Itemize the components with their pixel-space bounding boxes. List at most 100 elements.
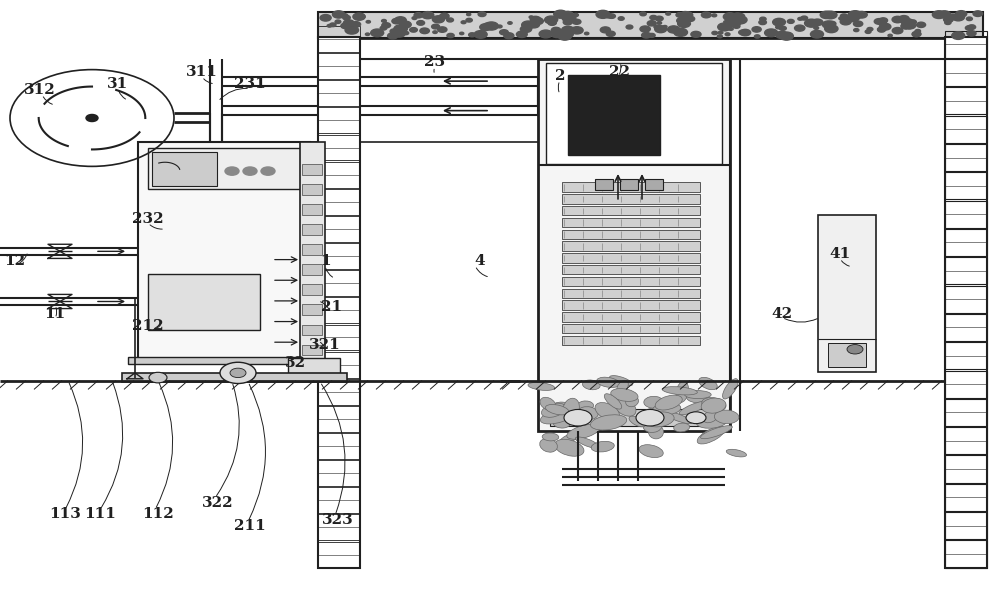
Ellipse shape	[595, 402, 619, 420]
Bar	[562, 218, 700, 227]
Bar	[318, 270, 360, 296]
Circle shape	[400, 21, 411, 28]
Bar	[945, 314, 987, 341]
Circle shape	[759, 20, 766, 25]
Bar	[302, 184, 322, 195]
Ellipse shape	[590, 415, 627, 430]
Bar	[562, 241, 700, 251]
Circle shape	[640, 26, 650, 32]
Circle shape	[554, 10, 567, 18]
Circle shape	[973, 11, 983, 17]
Ellipse shape	[559, 432, 580, 444]
Bar	[828, 343, 866, 367]
Circle shape	[220, 362, 256, 384]
Ellipse shape	[540, 438, 557, 452]
Circle shape	[892, 28, 903, 34]
Bar	[945, 540, 987, 568]
Bar	[318, 189, 360, 215]
Bar	[562, 206, 700, 215]
Ellipse shape	[701, 398, 726, 413]
Circle shape	[596, 10, 610, 18]
Circle shape	[327, 24, 332, 27]
Bar	[318, 379, 360, 405]
Circle shape	[940, 12, 950, 18]
Ellipse shape	[685, 391, 711, 399]
Bar	[562, 182, 700, 192]
Circle shape	[330, 23, 336, 27]
Bar	[318, 216, 360, 242]
Circle shape	[668, 26, 680, 33]
Text: 111: 111	[84, 507, 116, 522]
Circle shape	[938, 11, 951, 18]
Circle shape	[674, 28, 687, 37]
Circle shape	[553, 18, 558, 21]
Ellipse shape	[726, 450, 747, 457]
Bar	[818, 215, 876, 372]
Bar	[568, 75, 660, 155]
Ellipse shape	[545, 405, 569, 415]
Circle shape	[952, 14, 964, 21]
Circle shape	[469, 33, 476, 37]
Circle shape	[828, 21, 836, 26]
Circle shape	[640, 12, 646, 16]
Circle shape	[608, 14, 615, 18]
Circle shape	[731, 18, 739, 23]
Text: 322: 322	[202, 496, 234, 510]
Circle shape	[504, 33, 514, 39]
Bar	[318, 324, 360, 350]
Circle shape	[417, 21, 425, 25]
Bar	[538, 59, 730, 431]
Ellipse shape	[574, 427, 590, 437]
Circle shape	[478, 12, 486, 17]
Circle shape	[366, 21, 370, 23]
Circle shape	[484, 23, 491, 27]
Circle shape	[520, 26, 532, 32]
Circle shape	[765, 29, 778, 37]
Circle shape	[440, 13, 449, 19]
Circle shape	[725, 33, 730, 35]
Bar	[138, 142, 310, 361]
Circle shape	[403, 31, 409, 35]
Circle shape	[650, 15, 657, 19]
Bar	[562, 265, 700, 274]
Circle shape	[395, 31, 405, 37]
Circle shape	[461, 21, 466, 24]
Ellipse shape	[604, 394, 622, 409]
Circle shape	[432, 24, 440, 29]
Text: 113: 113	[49, 507, 81, 522]
Bar	[562, 324, 700, 333]
Bar	[595, 179, 613, 190]
Circle shape	[798, 18, 803, 20]
Circle shape	[754, 35, 760, 38]
Bar	[318, 297, 360, 323]
Circle shape	[867, 28, 873, 31]
Ellipse shape	[563, 398, 579, 418]
Bar	[203, 151, 219, 165]
Circle shape	[840, 18, 851, 25]
Circle shape	[606, 31, 615, 37]
Circle shape	[563, 19, 572, 25]
Circle shape	[677, 18, 687, 24]
Circle shape	[600, 27, 610, 33]
Circle shape	[736, 14, 745, 19]
Circle shape	[892, 17, 903, 23]
Circle shape	[739, 30, 746, 35]
Circle shape	[474, 31, 487, 38]
Bar	[945, 286, 987, 313]
Circle shape	[460, 32, 464, 35]
Circle shape	[718, 23, 731, 31]
Bar	[562, 277, 700, 286]
Circle shape	[847, 345, 863, 354]
Text: 232: 232	[132, 212, 164, 227]
Text: 23: 23	[424, 55, 446, 69]
Circle shape	[529, 16, 533, 18]
Ellipse shape	[617, 381, 628, 394]
Circle shape	[691, 31, 701, 37]
Bar	[562, 336, 700, 345]
Text: 311: 311	[186, 65, 218, 79]
Bar	[148, 274, 260, 330]
Circle shape	[573, 14, 578, 17]
Ellipse shape	[638, 408, 666, 423]
Bar	[562, 253, 700, 263]
Circle shape	[825, 25, 838, 32]
